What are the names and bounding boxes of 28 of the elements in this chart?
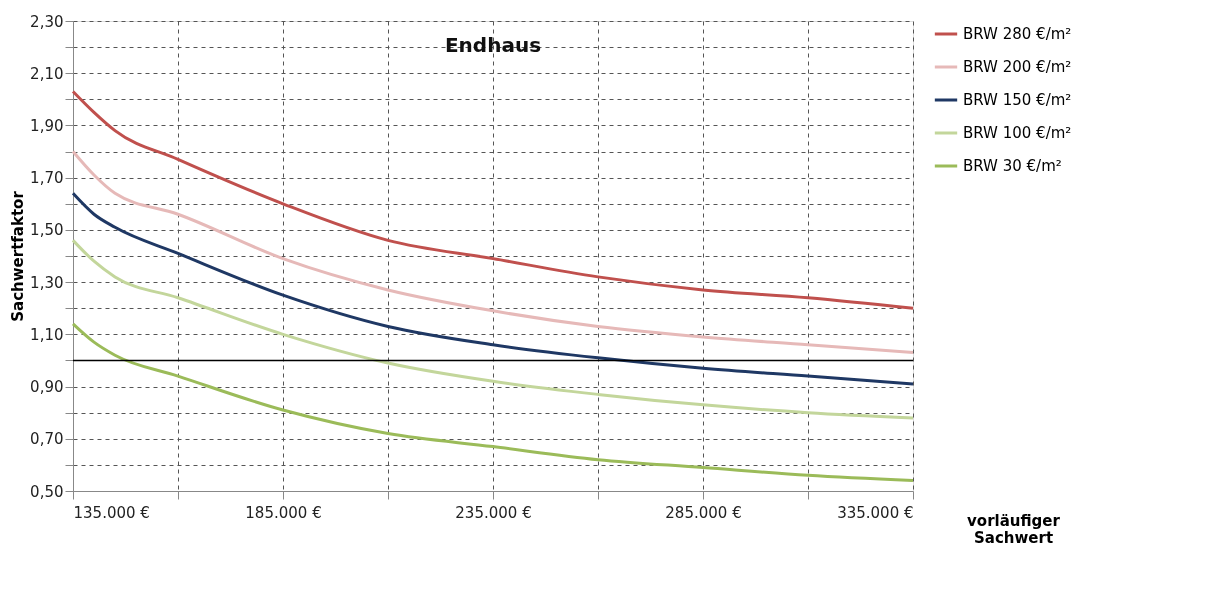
- x-tick-label: 285.000 €: [665, 503, 742, 522]
- legend-label: BRW 150 €/m²: [963, 91, 1072, 109]
- y-tick-label: 1,90: [30, 116, 64, 135]
- x-tick-label: 335.000 €: [837, 503, 914, 522]
- x-tick-label: 185.000 €: [245, 503, 322, 522]
- line-series: [71, 90, 915, 310]
- line-series: [71, 238, 915, 420]
- x-axis-title: vorläufiger Sachwert: [967, 511, 1061, 547]
- y-tick-label: 2,30: [30, 12, 64, 31]
- y-tick-label: 1,30: [30, 273, 64, 292]
- line-series: [71, 150, 915, 355]
- legend-label: BRW 280 €/m²: [963, 25, 1072, 43]
- y-tick-label: 0,50: [30, 482, 64, 501]
- y-tick-label: 0,70: [30, 430, 64, 449]
- y-tick-label: 1,70: [30, 169, 64, 188]
- y-axis-title: Sachwertfaktor: [9, 190, 28, 322]
- legend-label: BRW 30 €/m²: [963, 157, 1062, 175]
- line-series: [71, 191, 915, 386]
- text: Endhaus: [444, 33, 542, 57]
- y-tick-label: 2,10: [30, 64, 64, 83]
- y-tick-label: 1,50: [30, 221, 64, 240]
- line-series: [71, 322, 915, 483]
- y-tick-label: 1,10: [30, 325, 64, 344]
- x-tick-label: 235.000 €: [455, 503, 532, 522]
- y-tick-label: 0,90: [30, 378, 64, 397]
- legend-label: BRW 100 €/m²: [963, 124, 1072, 142]
- x-tick-label: 135.000 €: [73, 503, 150, 522]
- legend-label: BRW 200 €/m²: [963, 58, 1072, 76]
